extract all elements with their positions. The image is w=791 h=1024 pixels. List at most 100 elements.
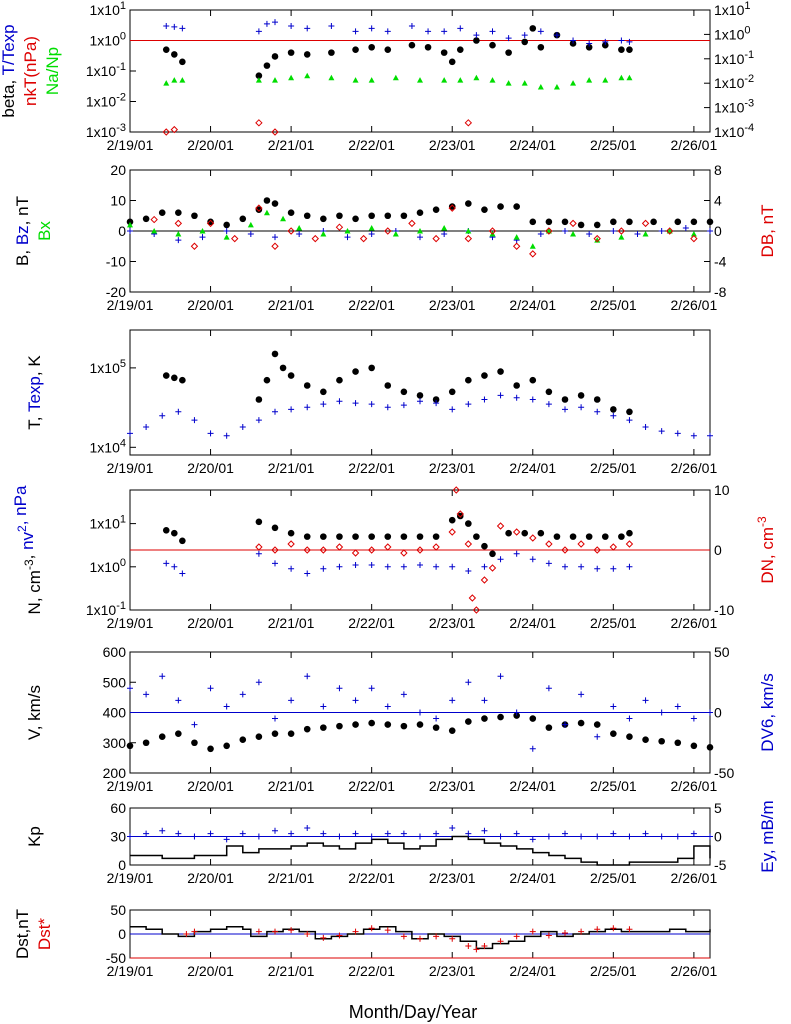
data-point xyxy=(171,23,178,30)
data-point xyxy=(183,931,190,937)
data-point xyxy=(179,77,186,83)
data-point xyxy=(682,224,689,231)
data-point xyxy=(529,396,536,403)
data-point xyxy=(417,398,423,405)
data-point xyxy=(618,37,625,44)
data-point xyxy=(586,40,593,47)
series-nanp xyxy=(163,72,633,90)
data-point xyxy=(456,46,464,53)
data-point xyxy=(465,200,472,207)
data-point xyxy=(287,209,295,216)
x-tick-label: 2/23/01 xyxy=(429,870,476,886)
data-point xyxy=(384,227,392,235)
x-tick-label: 2/24/01 xyxy=(509,460,556,476)
data-point xyxy=(610,228,617,234)
data-point xyxy=(142,739,150,747)
y-right-tick-label: -5 xyxy=(714,857,727,873)
data-point xyxy=(417,709,423,716)
data-point xyxy=(384,927,391,934)
data-point xyxy=(521,32,528,39)
data-point xyxy=(432,533,440,540)
data-point xyxy=(296,231,303,238)
y-right-tick-label: 1x10-1 xyxy=(714,49,754,67)
data-point xyxy=(352,400,359,407)
data-point xyxy=(593,221,601,229)
x-tick-label: 2/25/01 xyxy=(590,460,637,476)
data-point xyxy=(288,830,295,837)
data-point xyxy=(545,388,553,396)
data-point xyxy=(280,215,287,222)
data-point xyxy=(320,565,327,572)
y-tick-label: 1x101 xyxy=(90,0,126,18)
x-tick-label: 2/20/01 xyxy=(187,460,234,476)
data-point xyxy=(191,417,198,424)
x-tick-label: 2/21/01 xyxy=(268,460,315,476)
data-point xyxy=(593,721,601,728)
data-point xyxy=(223,234,230,240)
data-point xyxy=(303,533,311,540)
data-point xyxy=(586,77,593,83)
x-tick-label: 2/25/01 xyxy=(590,137,637,153)
data-point xyxy=(634,231,641,238)
data-point xyxy=(481,827,488,834)
data-point xyxy=(336,212,343,220)
x-tick-label: 2/26/01 xyxy=(671,460,718,476)
data-point xyxy=(328,49,335,56)
data-point xyxy=(497,556,504,563)
data-point xyxy=(303,725,311,733)
data-point xyxy=(352,215,359,223)
x-tick-label: 2/21/01 xyxy=(268,870,315,886)
data-point xyxy=(368,562,375,569)
data-point xyxy=(263,62,271,69)
series-Ey xyxy=(127,824,713,843)
data-point xyxy=(610,406,617,413)
data-point xyxy=(440,49,448,56)
data-point xyxy=(191,833,198,840)
data-point xyxy=(497,392,504,399)
data-point xyxy=(207,745,214,753)
x-tick-label: 2/21/01 xyxy=(268,963,315,979)
data-point xyxy=(625,540,634,548)
y-right-tick-label: 0 xyxy=(714,829,722,845)
data-point xyxy=(368,43,375,51)
data-point xyxy=(223,432,230,439)
panel-frame xyxy=(129,329,711,456)
data-point xyxy=(456,512,464,520)
data-point xyxy=(319,546,328,554)
data-point xyxy=(127,228,133,234)
data-point xyxy=(352,368,359,375)
data-point xyxy=(706,218,714,226)
data-point xyxy=(255,518,263,526)
data-point xyxy=(400,533,408,540)
y-axis-label-1: beta, T/Texp xyxy=(0,24,18,117)
data-point xyxy=(303,546,311,554)
data-point xyxy=(320,703,327,710)
data-point xyxy=(255,833,262,840)
data-point xyxy=(143,830,150,837)
data-point xyxy=(593,396,601,403)
data-point xyxy=(529,243,536,249)
data-point xyxy=(158,209,166,216)
data-point xyxy=(674,218,682,226)
data-point xyxy=(497,203,504,210)
data-point xyxy=(448,388,456,396)
data-point xyxy=(288,927,295,934)
x-tick-label: 2/21/01 xyxy=(268,297,315,313)
data-point xyxy=(171,77,178,83)
x-tick-label: 2/22/01 xyxy=(348,137,395,153)
data-point xyxy=(577,719,585,727)
panel-Dst: 2/19/01 2/20/01 2/21/01 2/22/01 2/23/01 2/24/… xyxy=(13,902,717,979)
data-point xyxy=(191,739,198,747)
data-point xyxy=(707,709,713,716)
data-point xyxy=(272,560,278,567)
data-point xyxy=(336,685,343,692)
data-point xyxy=(529,715,537,722)
y-tick-label: 1x105 xyxy=(90,358,126,376)
data-point xyxy=(707,432,713,439)
data-point xyxy=(255,733,263,740)
data-point xyxy=(162,128,170,136)
data-point xyxy=(175,237,182,244)
data-point xyxy=(553,83,560,90)
data-point xyxy=(513,382,520,389)
data-point xyxy=(562,228,568,234)
